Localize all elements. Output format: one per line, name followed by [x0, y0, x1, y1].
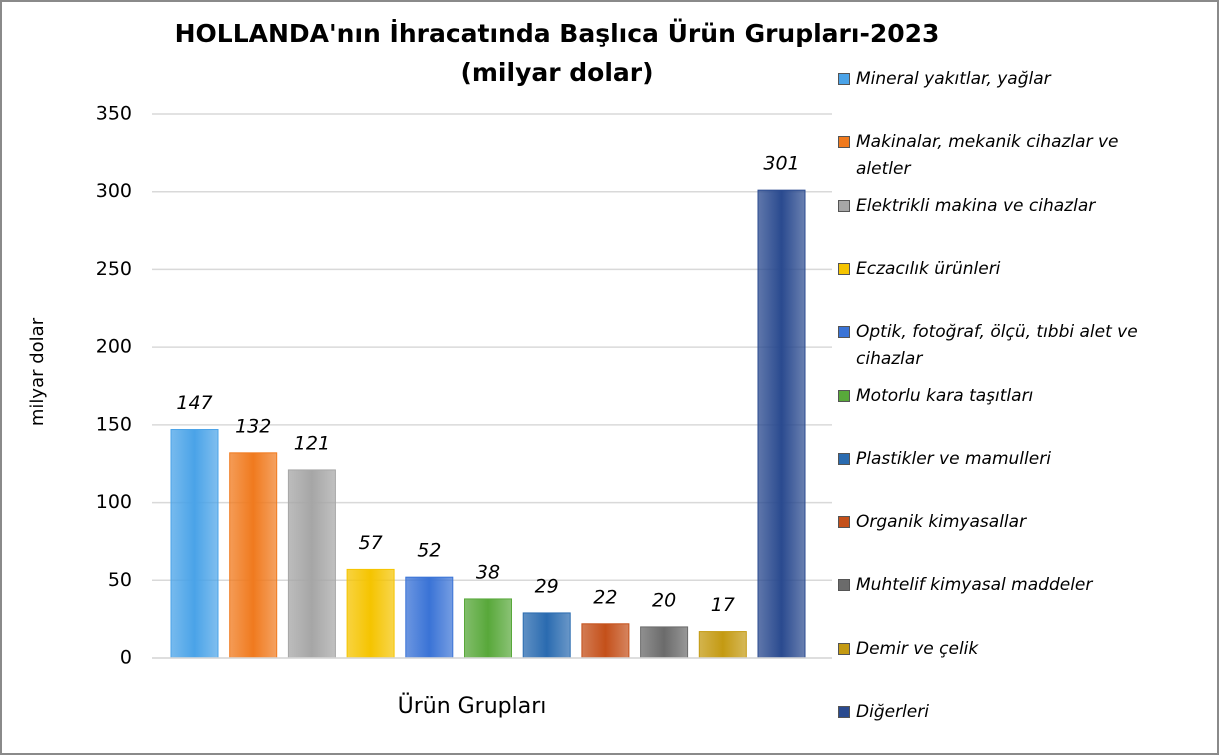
legend-swatch — [838, 199, 850, 212]
legend-label: Eczacılık ürünleri — [856, 258, 1001, 279]
legend-label: Mineral yakıtlar, yağlar — [856, 69, 1051, 89]
legend-swatch — [838, 73, 850, 85]
legend-item: Mineral yakıtlar, yağlar — [838, 66, 1178, 93]
legend-swatch — [838, 452, 850, 465]
bar — [757, 189, 806, 659]
legend-item: Plastikler ve mamulleri — [838, 446, 1178, 473]
value-label: 52 — [417, 540, 441, 562]
legend-label: Organik kimyasallar — [856, 512, 1027, 533]
legend-swatch — [838, 516, 850, 529]
value-label: 22 — [593, 586, 617, 608]
legend-swatch — [838, 262, 850, 275]
value-label: 57 — [359, 532, 383, 554]
y-tick-label: 0 — [120, 647, 132, 669]
legend-label: Makinalar, mekanik cihazlar ve aletler — [856, 132, 1119, 180]
legend-swatch — [838, 579, 850, 592]
legend-item: Optik, fotoğraf, ölçü, tıbbi alet ve cih… — [838, 319, 1178, 373]
y-tick-label: 100 — [96, 491, 132, 513]
legend-label: Optik, fotoğraf, ölçü, tıbbi alet ve cih… — [856, 322, 1138, 370]
legend-item: Motorlu kara taşıtları — [838, 383, 1178, 410]
legend-item: Demir ve çelik — [838, 636, 1178, 663]
legend-swatch — [838, 136, 850, 149]
legend-item: Makinalar, mekanik cihazlar ve aletler — [838, 129, 1178, 183]
legend-item: Eczacılık ürünleri — [838, 256, 1178, 283]
legend-label: Muhtelif kimyasal maddeler — [856, 575, 1093, 596]
value-label: 38 — [476, 561, 500, 583]
value-label: 147 — [176, 392, 212, 414]
legend-label: Elektrikli makina ve cihazlar — [856, 195, 1096, 216]
bar — [464, 598, 512, 659]
legend-swatch — [838, 389, 850, 402]
legend-label: Diğerleri — [856, 702, 929, 722]
legend-item: Elektrikli makina ve cihazlar — [838, 193, 1178, 220]
y-tick-label: 250 — [96, 258, 132, 280]
legend-swatch — [838, 642, 850, 655]
value-label: 20 — [652, 589, 676, 611]
x-tick-label: Ürün Grupları — [398, 693, 547, 719]
y-axis-title: milyar dolar — [27, 317, 48, 426]
y-tick-label: 350 — [96, 103, 132, 125]
value-label: 121 — [294, 432, 330, 454]
value-label: 132 — [235, 415, 271, 437]
bar — [346, 568, 395, 659]
y-tick-label: 150 — [96, 413, 132, 435]
bar — [581, 623, 630, 659]
y-tick-label: 200 — [96, 336, 132, 358]
legend-swatch — [838, 706, 850, 718]
value-label: 301 — [763, 153, 799, 175]
legend-item: Diğerleri — [838, 699, 1178, 726]
bar — [170, 429, 219, 659]
legend-swatch — [838, 326, 850, 339]
bar — [698, 631, 747, 659]
chart-title: HOLLANDA'nın İhracatında Başlıca Ürün Gr… — [175, 18, 940, 48]
legend-label: Plastikler ve mamulleri — [856, 448, 1051, 469]
bar — [287, 469, 336, 659]
bar — [405, 576, 454, 659]
chart-subtitle: (milyar dolar) — [460, 58, 653, 87]
value-label: 17 — [711, 594, 735, 616]
y-tick-label: 300 — [96, 180, 132, 202]
y-tick-label: 50 — [108, 569, 132, 591]
legend-item: Organik kimyasallar — [838, 509, 1178, 536]
bar — [229, 452, 278, 659]
legend-item: Muhtelif kimyasal maddeler — [838, 572, 1178, 599]
bar — [640, 626, 689, 659]
legend-label: Demir ve çelik — [856, 638, 979, 659]
legend-label: Motorlu kara taşıtları — [856, 385, 1034, 406]
value-label: 29 — [535, 575, 559, 597]
bar — [522, 612, 571, 659]
